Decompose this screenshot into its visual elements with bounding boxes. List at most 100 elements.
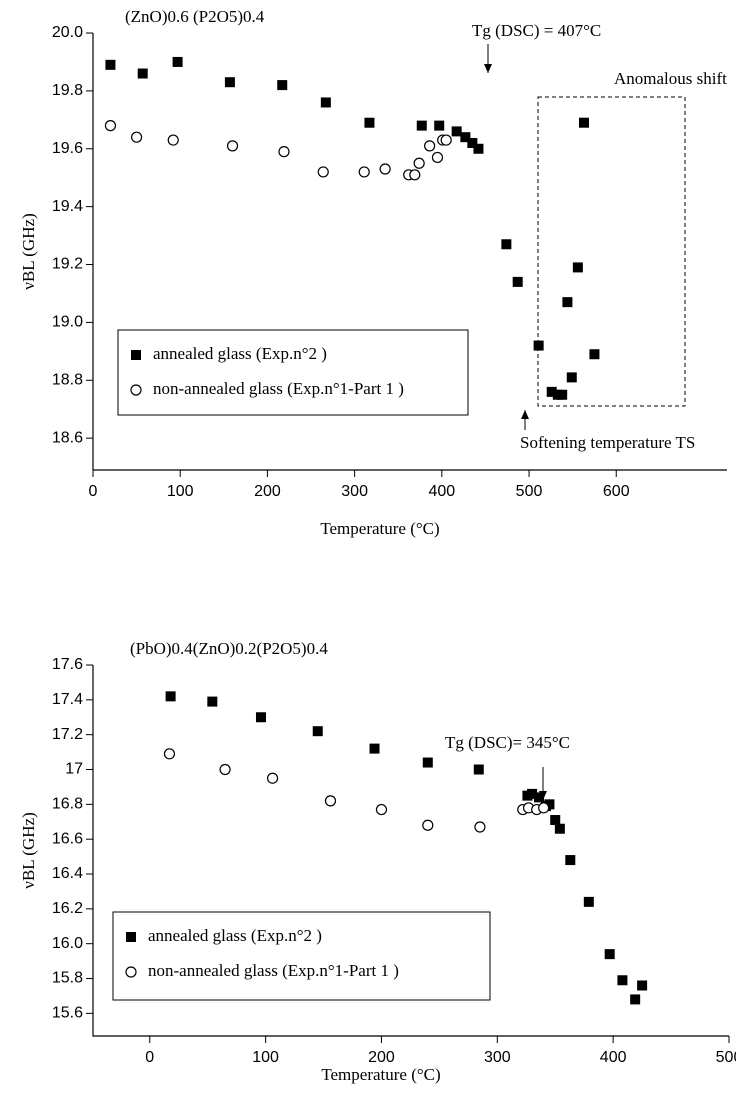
arrow-head xyxy=(484,64,492,73)
y-tick-label: 18.6 xyxy=(52,429,83,446)
x-tick-label: 200 xyxy=(368,1049,395,1066)
x-tick-label: 0 xyxy=(145,1049,154,1066)
x-tick-label: 500 xyxy=(516,483,543,500)
point xyxy=(105,59,116,70)
point xyxy=(104,120,117,132)
y-tick-label: 19.8 xyxy=(52,82,83,99)
legend-marker xyxy=(130,384,142,396)
point xyxy=(416,120,427,131)
point xyxy=(422,757,433,768)
y-tick-label: 19.6 xyxy=(52,140,83,157)
point xyxy=(501,239,512,250)
y-tick-label: 18.8 xyxy=(52,372,83,389)
point xyxy=(422,819,434,831)
y-tick-label: 17.2 xyxy=(52,726,83,743)
x-tick-label: 300 xyxy=(341,483,368,500)
point xyxy=(434,120,445,131)
point xyxy=(226,140,239,152)
point xyxy=(467,137,478,148)
chart-title: (PbO)0.4(ZnO)0.2(P2O5)0.4 xyxy=(130,639,328,658)
legend-label: annealed glass (Exp.n°2 ) xyxy=(153,344,327,363)
point xyxy=(566,372,577,383)
annotation: Softening temperature TS xyxy=(520,433,695,452)
point xyxy=(369,743,380,754)
legend-label: non-annealed glass (Exp.n°1-Part 1 ) xyxy=(148,961,399,980)
point xyxy=(431,151,444,164)
point xyxy=(572,262,583,273)
axis-frame xyxy=(92,665,729,1037)
y-tick-label: 20.0 xyxy=(52,24,83,41)
point xyxy=(320,97,331,108)
point xyxy=(617,975,628,986)
point xyxy=(163,748,176,760)
y-tick-label: 16.8 xyxy=(52,796,83,813)
point xyxy=(451,126,462,137)
point xyxy=(379,163,391,175)
x-tick-label: 400 xyxy=(600,1049,627,1066)
x-tick-label: 500 xyxy=(716,1049,736,1066)
point xyxy=(474,821,486,833)
point xyxy=(409,169,421,181)
point xyxy=(317,166,329,178)
point xyxy=(544,799,555,810)
point xyxy=(358,166,370,178)
annotation: Tg (DSC)= 345°C xyxy=(445,733,570,752)
y-axis-label: νBL (GHz) xyxy=(19,812,38,888)
point xyxy=(589,349,600,360)
point xyxy=(224,77,235,88)
point xyxy=(364,117,375,128)
y-tick-label: 19.4 xyxy=(52,198,83,215)
chart: 0 100 200 300 400 500 600 18.6 18.8 19.0 19.2 19.4 1… xyxy=(19,7,727,538)
x-tick-label: 100 xyxy=(167,483,194,500)
legend-marker xyxy=(131,350,141,360)
point xyxy=(137,68,148,79)
y-tick-label: 16.6 xyxy=(52,830,83,847)
point xyxy=(512,276,523,287)
y-tick-label: 19.2 xyxy=(52,256,83,273)
y-tick-label: 16.0 xyxy=(52,935,83,952)
point xyxy=(473,143,484,154)
point xyxy=(637,980,648,991)
y-tick-label: 17.6 xyxy=(52,656,83,673)
point xyxy=(375,803,388,816)
y-tick-label: 17 xyxy=(65,761,83,778)
x-tick-label: 300 xyxy=(484,1049,511,1066)
point xyxy=(266,772,279,784)
legend-box xyxy=(117,329,469,416)
x-tick-label: 200 xyxy=(254,483,281,500)
x-tick-label: 400 xyxy=(428,483,455,500)
point xyxy=(538,802,550,814)
x-axis-label: Temperature (°C) xyxy=(321,1065,440,1084)
legend-marker xyxy=(126,932,136,942)
point xyxy=(550,815,561,826)
point xyxy=(460,132,471,143)
point xyxy=(172,56,183,67)
y-tick-label: 16.4 xyxy=(52,865,83,882)
point xyxy=(424,140,436,152)
chart: 0 100 200 300 400 500 15.6 15.8 16.0 16.2 16.4 16.6… xyxy=(19,639,736,1084)
point xyxy=(557,389,568,400)
point xyxy=(255,712,266,723)
point xyxy=(413,157,425,169)
legend-box xyxy=(112,911,491,1001)
point xyxy=(278,146,290,158)
x-tick-label: 0 xyxy=(89,483,98,500)
point xyxy=(207,696,218,707)
arrow-head xyxy=(521,410,529,419)
point xyxy=(562,297,573,308)
chart-title: (ZnO)0.6 (P2O5)0.4 xyxy=(125,7,265,26)
point xyxy=(630,994,641,1005)
point xyxy=(565,855,576,866)
y-tick-label: 16.2 xyxy=(52,900,83,917)
highlight-box xyxy=(537,96,686,407)
point xyxy=(219,763,231,776)
point xyxy=(312,726,323,737)
point xyxy=(277,80,288,91)
point xyxy=(546,386,557,397)
point xyxy=(533,340,544,351)
legend-marker xyxy=(125,966,137,978)
annotation: Tg (DSC) = 407°C xyxy=(472,21,601,40)
point xyxy=(131,131,143,143)
point xyxy=(324,795,337,807)
